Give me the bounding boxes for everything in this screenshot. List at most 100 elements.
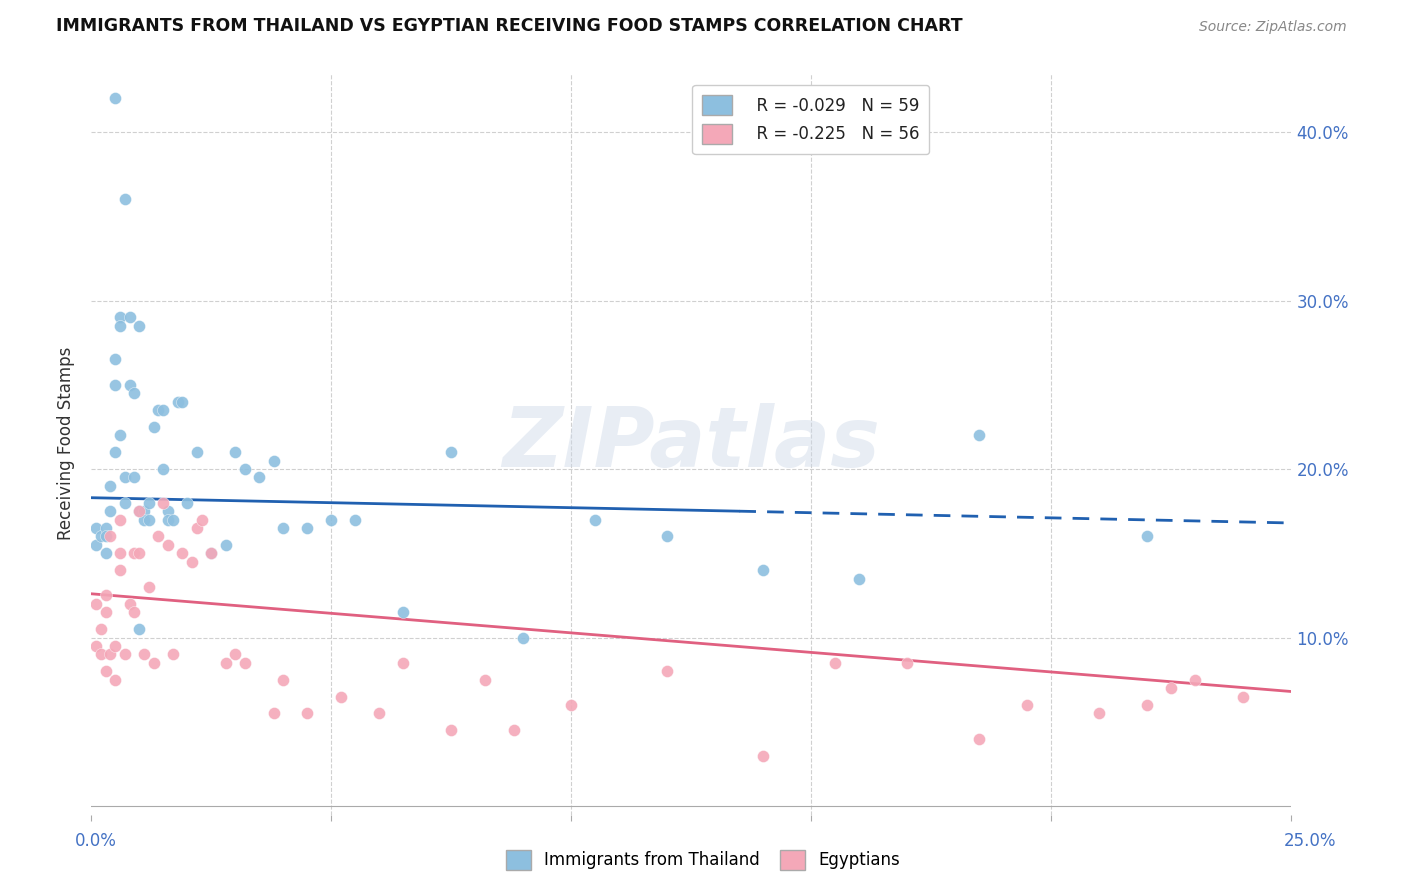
Point (392, 656, 415, 670)
Point (156, 538, 179, 552)
Point (1184, 673, 1206, 687)
Point (142, 656, 165, 670)
Point (329, 690, 352, 704)
Point (94, 589, 117, 603)
Point (138, 496, 160, 510)
Point (152, 496, 174, 510)
Point (104, 377, 127, 392)
Point (94, 546, 117, 560)
Point (440, 723, 463, 738)
Point (84, 639, 107, 653)
Point (124, 470, 146, 484)
Point (108, 310, 131, 325)
Point (90, 648, 112, 662)
Point (148, 529, 170, 543)
Point (108, 546, 131, 560)
Point (657, 529, 679, 543)
Point (104, 673, 127, 687)
Point (128, 318, 150, 333)
Point (132, 513, 155, 527)
Point (474, 673, 496, 687)
Point (118, 377, 141, 392)
Point (214, 538, 236, 552)
Point (142, 420, 165, 434)
Point (440, 445, 463, 459)
Point (190, 513, 212, 527)
Point (224, 445, 246, 459)
Point (392, 605, 415, 619)
Point (583, 513, 606, 527)
Point (104, 639, 127, 653)
Point (752, 563, 775, 577)
Point (263, 453, 285, 467)
Point (108, 513, 131, 527)
Point (114, 648, 136, 662)
Point (186, 445, 208, 459)
Point (752, 748, 775, 763)
Point (344, 513, 367, 527)
Point (98, 479, 121, 493)
Point (108, 318, 131, 333)
Point (104, 91, 127, 105)
Point (152, 462, 174, 476)
Legend:   R = -0.029   N = 59,   R = -0.225   N = 56: R = -0.029 N = 59, R = -0.225 N = 56 (692, 85, 929, 154)
Point (233, 656, 256, 670)
Point (271, 673, 294, 687)
Point (138, 513, 160, 527)
Point (1160, 681, 1182, 695)
Point (94, 605, 117, 619)
Point (969, 731, 991, 746)
Point (172, 546, 194, 560)
Text: 25.0%: 25.0% (1284, 831, 1337, 849)
Point (148, 403, 170, 417)
Point (118, 310, 141, 325)
Point (152, 403, 174, 417)
Text: Source: ZipAtlas.com: Source: ZipAtlas.com (1199, 21, 1347, 34)
Point (181, 555, 204, 569)
Point (94, 665, 117, 679)
Point (132, 648, 155, 662)
Y-axis label: Receiving Food Stamps: Receiving Food Stamps (58, 347, 75, 541)
Point (124, 386, 146, 401)
Point (128, 546, 150, 560)
Point (824, 656, 846, 670)
Point (156, 504, 179, 518)
Text: ZIPatlas: ZIPatlas (502, 403, 880, 484)
Point (502, 723, 524, 738)
Point (84, 597, 107, 611)
Point (138, 580, 160, 594)
Point (84, 538, 107, 552)
Point (108, 428, 131, 442)
Point (295, 521, 318, 535)
Point (124, 546, 146, 560)
Point (896, 656, 918, 670)
Point (368, 706, 391, 721)
Point (848, 572, 870, 586)
Point (128, 504, 150, 518)
Point (132, 504, 155, 518)
Point (166, 394, 188, 409)
Point (295, 706, 318, 721)
Point (94, 529, 117, 543)
Point (98, 504, 121, 518)
Point (969, 428, 991, 442)
Point (90, 529, 112, 543)
Point (104, 352, 127, 367)
Point (128, 504, 150, 518)
Point (104, 445, 127, 459)
Point (560, 698, 582, 712)
Point (172, 394, 194, 409)
Point (84, 521, 107, 535)
Point (657, 665, 679, 679)
Text: IMMIGRANTS FROM THAILAND VS EGYPTIAN RECEIVING FOOD STAMPS CORRELATION CHART: IMMIGRANTS FROM THAILAND VS EGYPTIAN REC… (56, 17, 963, 35)
Point (114, 193, 136, 207)
Point (98, 529, 121, 543)
Point (114, 470, 136, 484)
Point (162, 648, 184, 662)
Point (224, 648, 246, 662)
Point (1136, 529, 1159, 543)
Point (114, 496, 136, 510)
Point (1136, 698, 1159, 712)
Text: 0.0%: 0.0% (75, 831, 117, 849)
Point (1017, 698, 1039, 712)
